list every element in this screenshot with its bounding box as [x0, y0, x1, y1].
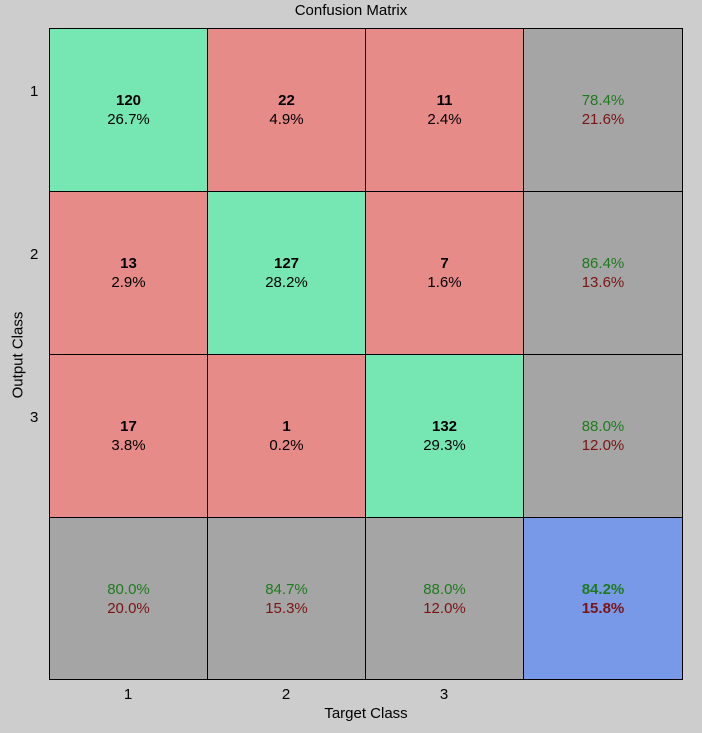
- overall-summary-cell-secondary-text: 15.8%: [581, 599, 625, 617]
- matrix-cell-r2-c1-secondary-text: 2.9%: [111, 274, 146, 291]
- col-summary-cell-2-secondary-text: 15.3%: [265, 599, 308, 617]
- y-tick-label-3: 3: [30, 408, 39, 426]
- matrix-cell-r1-c1-secondary-text: 26.7%: [107, 111, 150, 128]
- matrix-cell-r1-c1: 120 26.7%: [50, 29, 208, 192]
- matrix-cell-r1-c3: 11 2.4%: [366, 29, 524, 192]
- x-axis-label: Target Class: [324, 705, 408, 722]
- matrix-cell-r3-c2-secondary-text: 0.2%: [269, 437, 304, 454]
- matrix-cell-r1-c3-secondary-text: 2.4%: [427, 111, 462, 128]
- col-summary-cell-1-secondary-text: 20.0%: [107, 599, 150, 617]
- row-summary-cell-3-primary-text: 88.0%: [581, 418, 625, 435]
- row-summary-cell-2: 86.4% 13.6%: [524, 192, 682, 355]
- matrix-cell-r2-c2-primary-text: 127: [273, 255, 300, 272]
- matrix-cell-r2-c3-primary-text: 7: [440, 255, 449, 272]
- matrix-cell-r1-c2: 22 4.9%: [208, 29, 366, 192]
- col-summary-cell-1: 80.0% 20.0%: [50, 518, 208, 679]
- matrix-cell-r3-c1: 17 3.8%: [50, 355, 208, 518]
- row-summary-cell-3: 88.0% 12.0%: [524, 355, 682, 518]
- row-summary-cell-2-primary-text: 86.4%: [581, 255, 625, 272]
- y-tick-label-2: 2: [30, 245, 39, 263]
- matrix-cell-r3-c3-secondary-text: 29.3%: [423, 437, 466, 454]
- matrix-cell-r2-c3-secondary-text: 1.6%: [427, 274, 462, 291]
- row-summary-cell-3-secondary-text: 12.0%: [581, 437, 625, 454]
- matrix-cell-r1-c2-primary-text: 22: [278, 92, 295, 109]
- row-summary-cell-2-secondary-text: 13.6%: [581, 274, 625, 291]
- matrix-cell-r2-c2-secondary-text: 28.2%: [265, 274, 308, 291]
- col-summary-cell-3-primary-text: 88.0%: [423, 580, 466, 598]
- matrix-cell-r2-c2: 127 28.2%: [208, 192, 366, 355]
- matrix-cell-r2-c3: 7 1.6%: [366, 192, 524, 355]
- x-tick-label-1: 1: [123, 686, 133, 703]
- matrix-cell-r3-c3: 132 29.3%: [366, 355, 524, 518]
- matrix-cell-r1-c3-primary-text: 11: [436, 92, 453, 109]
- overall-summary-cell-primary-text: 84.2%: [581, 580, 625, 598]
- matrix-cell-r3-c3-primary-text: 132: [431, 418, 458, 435]
- col-summary-cell-3-secondary-text: 12.0%: [423, 599, 466, 617]
- matrix-cell-r3-c1-primary-text: 17: [120, 418, 137, 435]
- matrix-cell-r1-c1-primary-text: 120: [115, 92, 142, 109]
- matrix-cell-r2-c1: 13 2.9%: [50, 192, 208, 355]
- matrix-cell-r2-c1-primary-text: 13: [120, 255, 137, 272]
- col-summary-cell-2: 84.7% 15.3%: [208, 518, 366, 679]
- overall-summary-cell: 84.2% 15.8%: [524, 518, 682, 679]
- col-summary-cell-3: 88.0% 12.0%: [366, 518, 524, 679]
- y-tick-label-1: 1: [30, 82, 39, 100]
- x-tick-label-2: 2: [281, 686, 291, 703]
- matrix-cell-r3-c2: 1 0.2%: [208, 355, 366, 518]
- chart-title: Confusion Matrix: [294, 2, 408, 19]
- row-summary-cell-1: 78.4% 21.6%: [524, 29, 682, 192]
- matrix-grid: 120 26.7% 22 4.9% 11 2.4% 78.4% 21.6% 13 2.9% 127 2…: [49, 28, 683, 680]
- col-summary-cell-1-primary-text: 80.0%: [107, 580, 150, 598]
- row-summary-cell-1-primary-text: 78.4%: [581, 92, 625, 109]
- matrix-cell-r3-c2-primary-text: 1: [282, 418, 291, 435]
- x-tick-label-3: 3: [439, 686, 449, 703]
- y-axis-label: Output Class: [9, 311, 27, 399]
- col-summary-cell-2-primary-text: 84.7%: [265, 580, 308, 598]
- row-summary-cell-1-secondary-text: 21.6%: [581, 111, 625, 128]
- matrix-cell-r1-c2-secondary-text: 4.9%: [269, 111, 304, 128]
- matrix-cell-r3-c1-secondary-text: 3.8%: [111, 437, 146, 454]
